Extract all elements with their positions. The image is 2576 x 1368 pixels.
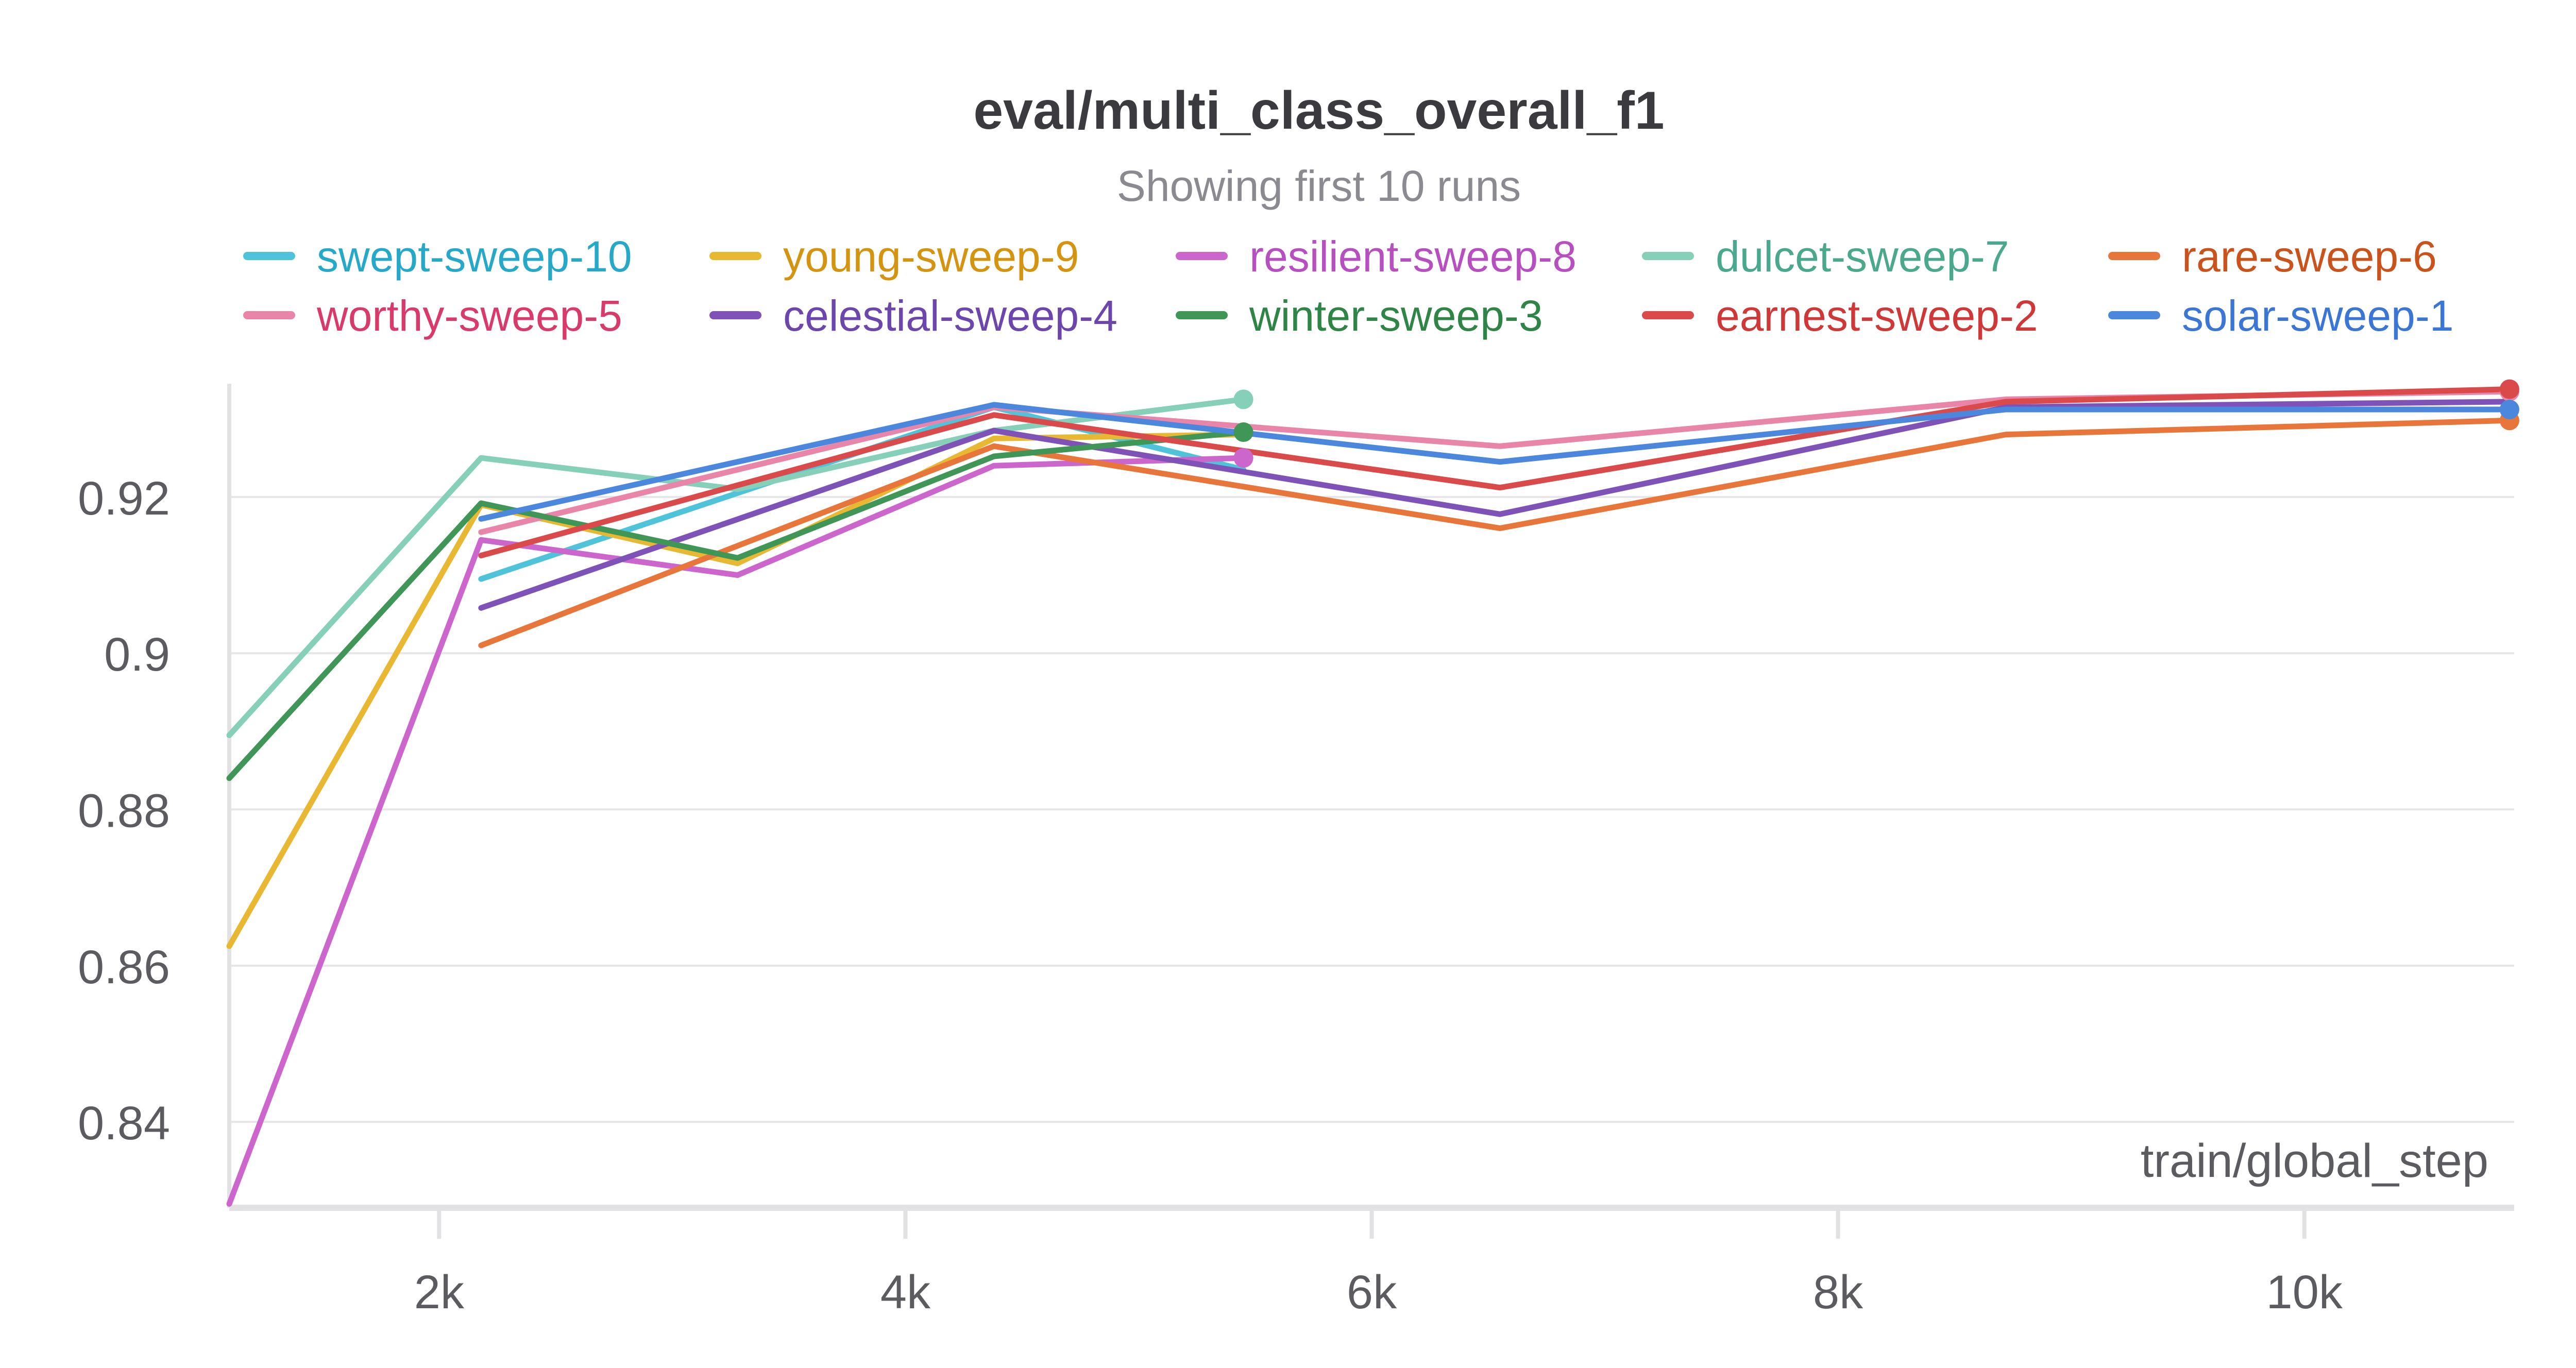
x-tick-label: 10k xyxy=(2266,1266,2343,1319)
series-end-marker-solar-sweep-1 xyxy=(2499,400,2519,420)
legend-label: earnest-sweep-2 xyxy=(1716,292,2038,340)
legend-item-rare-sweep-6[interactable]: rare-sweep-6 xyxy=(2108,232,2437,281)
legend-item-worthy-sweep-5[interactable]: worthy-sweep-5 xyxy=(243,292,622,340)
x-axis-label: train/global_step xyxy=(2141,1135,2488,1187)
series-end-marker-winter-sweep-3 xyxy=(1233,422,1253,442)
series-end-marker-dulcet-sweep-7 xyxy=(1233,389,1253,409)
series-line-solar-sweep-1 xyxy=(478,402,2513,522)
legend-label: resilient-sweep-8 xyxy=(1249,232,1577,281)
series-line-young-sweep-9 xyxy=(226,432,1247,949)
y-tick-label: 0.84 xyxy=(78,1097,170,1150)
legend-item-winter-sweep-3[interactable]: winter-sweep-3 xyxy=(1176,292,1543,340)
legend-item-dulcet-sweep-7[interactable]: dulcet-sweep-7 xyxy=(1642,232,2009,281)
series-end-marker-resilient-sweep-8 xyxy=(1233,448,1253,468)
legend-item-young-sweep-9[interactable]: young-sweep-9 xyxy=(709,232,1079,281)
legend-item-resilient-sweep-8[interactable]: resilient-sweep-8 xyxy=(1176,232,1577,281)
x-tick-label: 2k xyxy=(414,1266,465,1319)
legend-label: rare-sweep-6 xyxy=(2182,232,2437,281)
grid xyxy=(229,495,2514,1123)
legend-label: young-sweep-9 xyxy=(783,232,1079,281)
legend-item-swept-sweep-10[interactable]: swept-sweep-10 xyxy=(243,232,632,281)
series-line-rare-sweep-6 xyxy=(478,417,2513,648)
y-tick-label: 0.9 xyxy=(104,628,170,681)
legend-label: celestial-sweep-4 xyxy=(783,292,1117,340)
chart-title: eval/multi_class_overall_f1 xyxy=(973,81,1664,141)
x-tick-label: 8k xyxy=(1813,1266,1863,1319)
legend-label: winter-sweep-3 xyxy=(1249,292,1543,340)
x-tick-label: 4k xyxy=(880,1266,931,1319)
y-tick-label: 0.88 xyxy=(78,785,170,837)
axes: 0.84 0.86 0.88 0.9 0.92 2k 4k 6k 8k 10k xyxy=(78,384,2514,1319)
series-layer xyxy=(226,379,2519,1207)
legend-label: dulcet-sweep-7 xyxy=(1716,232,2009,281)
series-line-winter-sweep-3 xyxy=(226,429,1247,781)
series-line-dulcet-sweep-7 xyxy=(226,396,1247,738)
series-line-resilient-sweep-8 xyxy=(226,455,1247,1207)
series-line-celestial-sweep-4 xyxy=(478,399,2513,611)
legend: swept-sweep-10 young-sweep-9 resilient-swe… xyxy=(243,232,2454,340)
legend-item-celestial-sweep-4[interactable]: celestial-sweep-4 xyxy=(709,292,1117,340)
y-tick-label: 0.92 xyxy=(78,472,170,525)
legend-item-earnest-sweep-2[interactable]: earnest-sweep-2 xyxy=(1642,292,2038,340)
legend-label: solar-sweep-1 xyxy=(2182,292,2454,340)
x-tick-label: 6k xyxy=(1347,1266,1397,1319)
series-line-earnest-sweep-2 xyxy=(478,386,2513,559)
legend-label: worthy-sweep-5 xyxy=(316,292,622,340)
legend-item-solar-sweep-1[interactable]: solar-sweep-1 xyxy=(2108,292,2454,340)
chart-subtitle: Showing first 10 runs xyxy=(1117,162,1521,210)
series-end-marker-earnest-sweep-2 xyxy=(2499,379,2519,399)
y-tick-label: 0.86 xyxy=(78,941,170,994)
legend-label: swept-sweep-10 xyxy=(317,232,632,281)
